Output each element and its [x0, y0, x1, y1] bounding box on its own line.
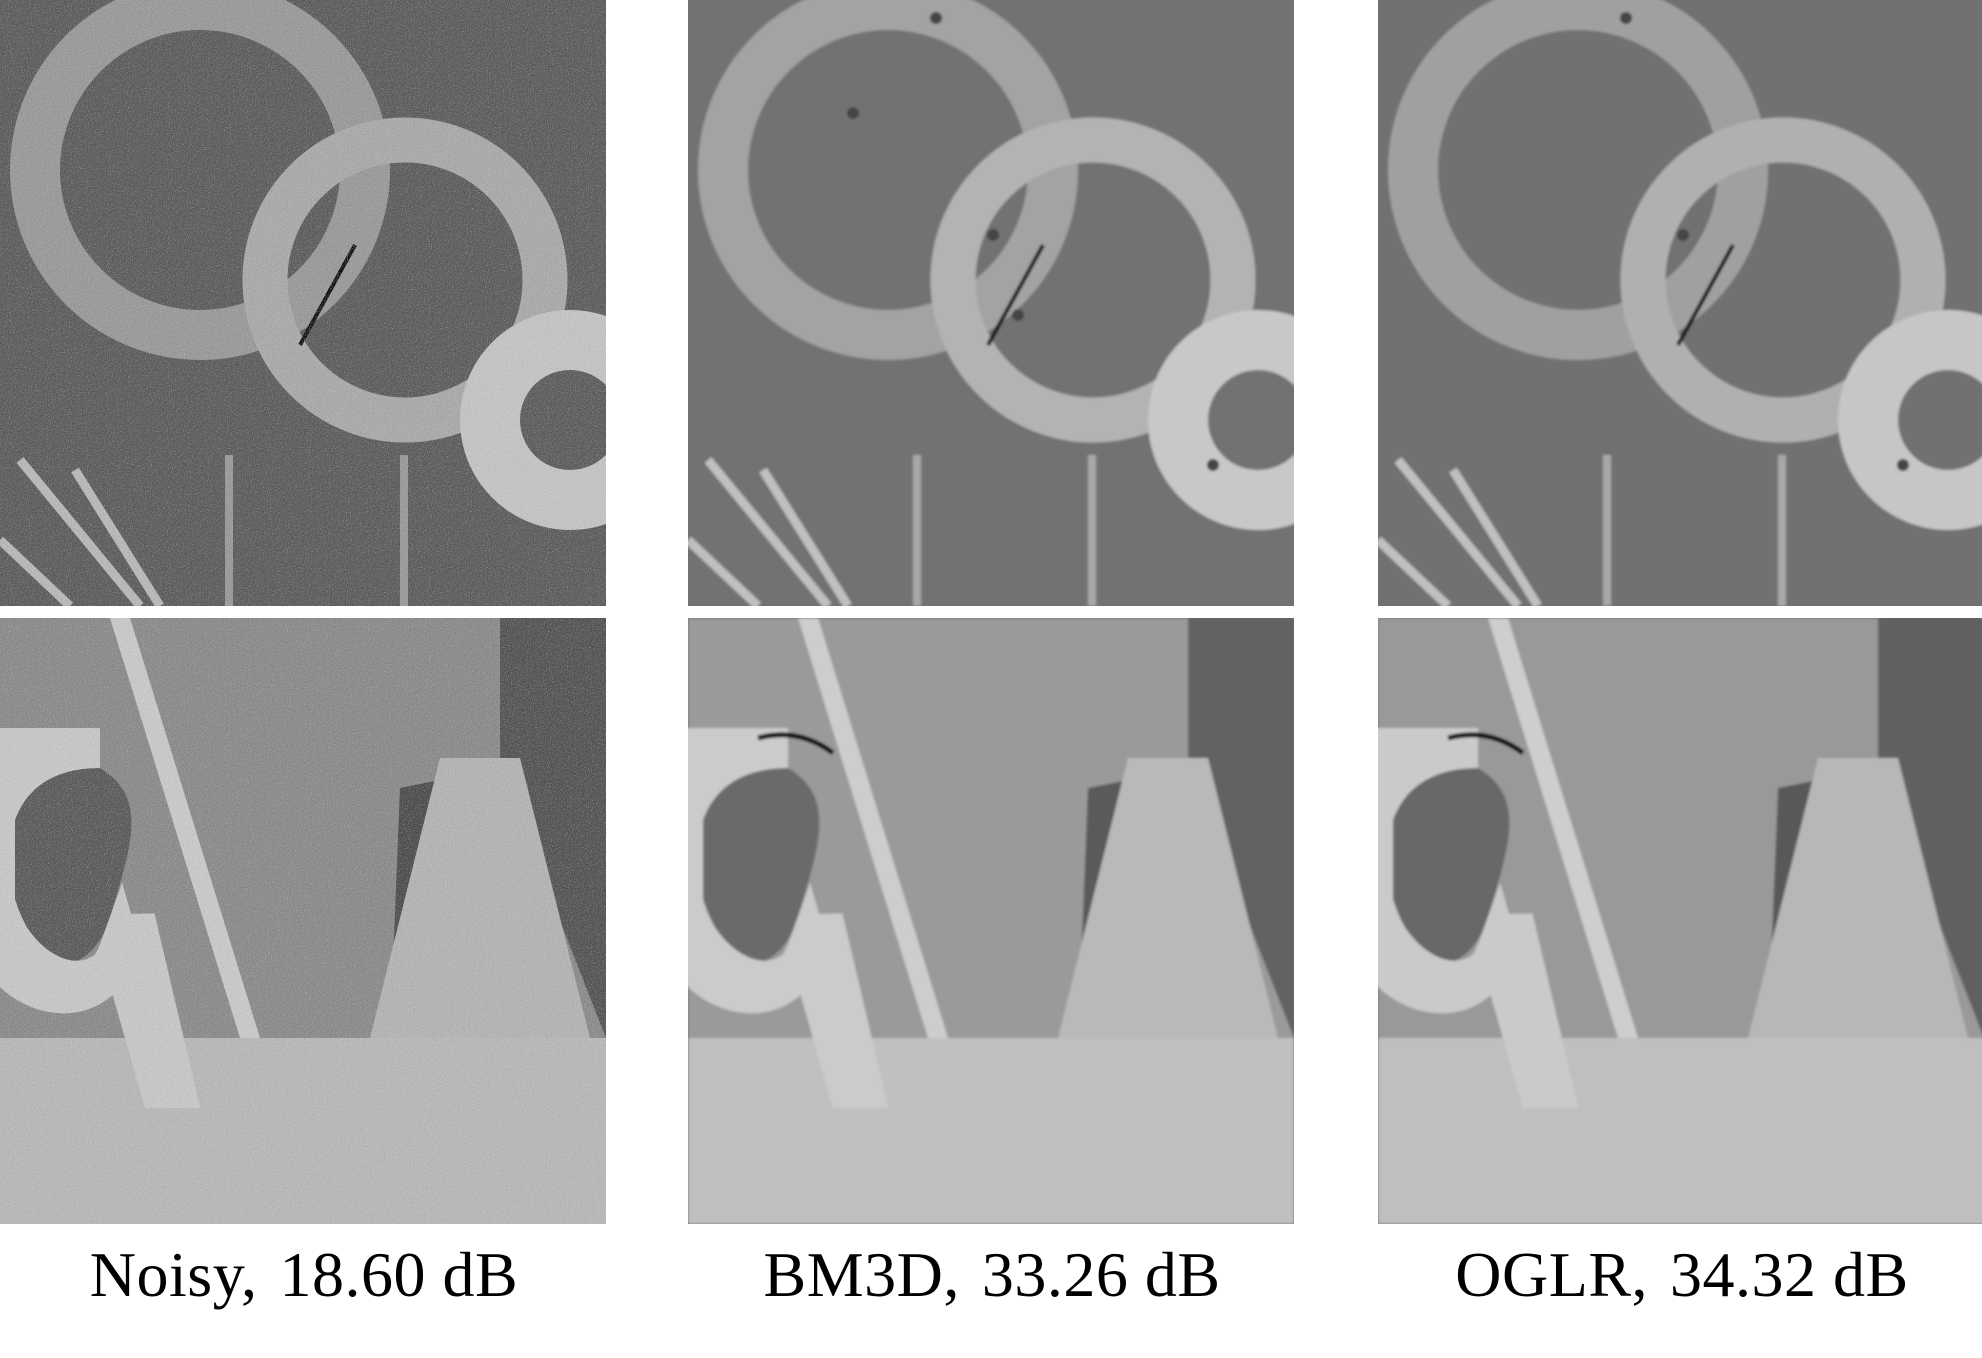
rings-scene-bm3d [688, 0, 1294, 606]
caption-oglr: OGLR, 34.32 dB [1455, 1239, 1909, 1310]
method-label: BM3D [763, 1239, 944, 1310]
noisy-top-image [0, 0, 606, 606]
psnr-value: 33.26 dB [981, 1239, 1221, 1310]
oglr-top-image [1378, 0, 1982, 606]
noisy-bottom-image [0, 618, 606, 1224]
bm3d-bottom-image [688, 618, 1294, 1224]
bm3d-top-image [688, 0, 1294, 606]
caption-noisy: Noisy, 18.60 dB [89, 1239, 519, 1310]
method-label: Noisy [89, 1239, 242, 1310]
cone-scene-oglr [1378, 618, 1982, 1224]
cone-scene-bm3d [688, 618, 1294, 1224]
rings-scene-noisy [0, 0, 606, 606]
method-label: OGLR [1455, 1239, 1632, 1310]
oglr-bottom-image [1378, 618, 1982, 1224]
caption-bm3d: BM3D, 33.26 dB [763, 1239, 1221, 1310]
psnr-value: 34.32 dB [1670, 1239, 1909, 1310]
psnr-value: 18.60 dB [279, 1239, 519, 1310]
rings-scene-oglr [1378, 0, 1982, 606]
cone-scene-noisy [0, 618, 606, 1224]
